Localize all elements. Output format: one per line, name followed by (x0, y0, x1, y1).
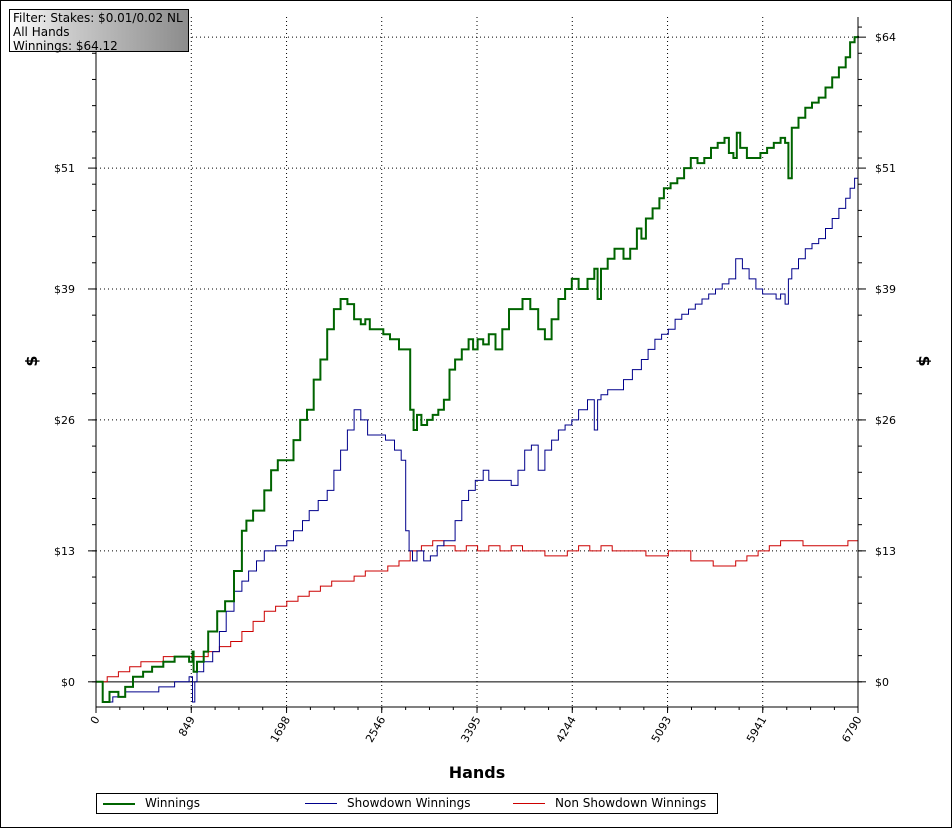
filter-info-box: Filter: Stakes: $0.01/0.02 NL All Hands … (9, 9, 189, 53)
series-layer (96, 35, 859, 703)
showdown-winnings-line (96, 168, 859, 703)
winnings-line (96, 35, 859, 703)
legend-label-non-showdown: Non Showdown Winnings (555, 796, 707, 810)
y-tick-label-right: $64 (875, 31, 896, 44)
y-tick-label-right: $0 (875, 676, 889, 689)
legend-label-winnings: Winnings (145, 796, 200, 810)
y-tick-label-right: $26 (875, 414, 896, 427)
x-tick-label: 4244 (554, 714, 579, 745)
filter-stakes-text: Filter: Stakes: $0.01/0.02 NL (13, 11, 183, 25)
y-tick-label-left: $39 (54, 283, 75, 296)
filter-winnings-text: Winnings: $64.12 (13, 39, 118, 53)
legend-label-showdown: Showdown Winnings (347, 796, 471, 810)
x-tick-label: 849 (176, 714, 198, 739)
y-tick-label-right: $39 (875, 283, 896, 296)
y-tick-label-left: $0 (61, 676, 75, 689)
grid-layer (96, 17, 858, 707)
y-tick-label-right: $13 (875, 545, 896, 558)
x-tick-label: 6790 (839, 714, 864, 745)
non-showdown-winnings-line (96, 540, 859, 683)
x-tick-label: 3395 (458, 714, 483, 745)
legend-swatch-winnings (103, 803, 135, 805)
legend-swatch-showdown (305, 803, 337, 804)
y-tick-label-right: $51 (875, 162, 896, 175)
tick-layer: 0 849 1698 2546 3395 4244 5093 5941 6790 $0 $0 $13 $… (54, 26, 896, 745)
y-axis-title-right: $ (915, 355, 934, 366)
chart-legend: Winnings Showdown Winnings Non Showdown … (96, 793, 718, 814)
x-tick-label: 2546 (363, 714, 388, 745)
x-tick-label: 5941 (744, 714, 769, 745)
y-tick-label-left: $13 (54, 545, 75, 558)
x-tick-label: 5093 (649, 714, 674, 745)
y-tick-label-left: $51 (54, 162, 75, 175)
y-tick-label-left: $26 (54, 414, 75, 427)
filter-hands-text: All Hands (13, 25, 70, 39)
x-axis-title: Hands (449, 763, 506, 782)
y-axis-title-left: $ (22, 355, 41, 366)
legend-swatch-non-showdown (513, 803, 545, 804)
x-tick-label: 1698 (268, 714, 293, 745)
x-tick-label: 0 (88, 714, 103, 727)
